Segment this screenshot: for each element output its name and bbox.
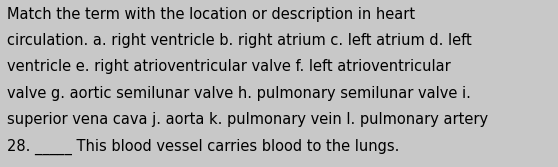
Text: 28. _____ This blood vessel carries blood to the lungs.: 28. _____ This blood vessel carries bloo… <box>7 139 400 155</box>
Text: valve g. aortic semilunar valve h. pulmonary semilunar valve i.: valve g. aortic semilunar valve h. pulmo… <box>7 86 471 101</box>
Text: superior vena cava j. aorta k. pulmonary vein l. pulmonary artery: superior vena cava j. aorta k. pulmonary… <box>7 112 488 127</box>
Text: ventricle e. right atrioventricular valve f. left atrioventricular: ventricle e. right atrioventricular valv… <box>7 59 451 74</box>
Text: circulation. a. right ventricle b. right atrium c. left atrium d. left: circulation. a. right ventricle b. right… <box>7 33 472 48</box>
Text: Match the term with the location or description in heart: Match the term with the location or desc… <box>7 7 415 22</box>
